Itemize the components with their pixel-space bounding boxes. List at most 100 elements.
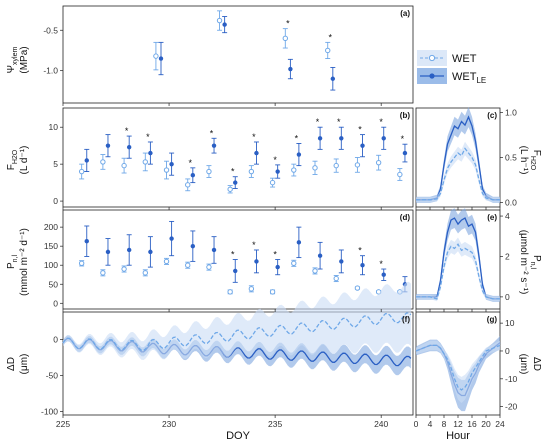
wet-point	[312, 165, 318, 171]
wet-le-point	[211, 247, 217, 253]
significance-star: *	[252, 240, 256, 250]
y-tick-label: -100	[41, 406, 58, 416]
significance-star: *	[189, 158, 193, 168]
wet-le-point	[317, 253, 323, 258]
wet-le-point	[84, 239, 89, 244]
wet-point	[248, 286, 255, 292]
y-tick-label: -20	[505, 402, 518, 412]
wet-point	[78, 260, 85, 267]
wet-le-point	[222, 22, 227, 27]
legend: WET WETLE	[417, 50, 486, 85]
y-tick-label: 200	[44, 222, 58, 232]
wet-le-point	[381, 136, 386, 141]
wet-le-point	[339, 259, 344, 264]
panel-label: (f)	[402, 315, 410, 324]
legend-label-wet: WET	[452, 53, 477, 65]
wet-le-band	[416, 106, 500, 203]
wet-point	[185, 182, 191, 188]
wet-point	[78, 168, 85, 175]
wet-le-point	[148, 249, 153, 255]
wet-le-point	[211, 143, 217, 148]
wet-le-point	[360, 263, 365, 268]
wet-point	[206, 264, 212, 270]
wet-line	[62, 312, 412, 352]
wet-point	[397, 171, 403, 178]
y-label-g: ΔD (μm)	[518, 354, 542, 375]
wet-le-point	[126, 247, 132, 253]
y-label-a: Ψxylem (MPa)	[6, 46, 30, 73]
y-tick-label: 1.0	[505, 108, 517, 118]
panel-frame	[62, 209, 414, 310]
y-tick-label: 4	[505, 211, 510, 221]
significance-star: *	[358, 125, 362, 135]
wet-le-point	[296, 152, 302, 157]
wet-point	[375, 159, 382, 166]
wet-point	[282, 35, 289, 42]
panel-label: (c)	[487, 111, 497, 120]
y-tick-label: 10	[49, 122, 59, 132]
svg-text:(μm): (μm)	[518, 354, 529, 375]
y-tick-label: 50	[49, 279, 59, 289]
wet-le-point	[360, 143, 365, 148]
wet-le-point	[288, 66, 293, 72]
x-tick-label: 12	[453, 419, 463, 429]
wet-point	[142, 159, 149, 165]
significance-star: *	[295, 133, 299, 143]
wet-point	[142, 270, 149, 276]
wet-point	[216, 17, 223, 24]
wet-le-point	[381, 272, 386, 277]
y-tick-label: 5	[53, 159, 58, 169]
significance-star: *	[358, 246, 362, 256]
x-axis-title-hour: Hour	[446, 430, 470, 442]
panel-frame	[62, 5, 414, 104]
svg-text:(L h⁻¹): (L h⁻¹)	[518, 146, 529, 175]
significance-star: *	[316, 117, 320, 127]
panel-label: (d)	[400, 213, 411, 222]
significance-star: *	[252, 132, 256, 142]
wet-band	[416, 141, 500, 203]
wet-point	[269, 179, 276, 186]
wet-point	[325, 47, 331, 54]
wet-point	[163, 258, 170, 265]
x-tick-label: 24	[495, 419, 505, 429]
significance-star: *	[210, 128, 214, 138]
significance-star: *	[231, 250, 235, 260]
x-tick-label: 235	[268, 419, 282, 429]
wet-point	[291, 167, 297, 173]
svg-text:(L d⁻¹): (L d⁻¹)	[19, 146, 30, 175]
significance-star: *	[337, 117, 341, 127]
wet-le-point	[402, 150, 408, 156]
wet-point	[248, 168, 255, 175]
y-tick-label: 0	[53, 196, 58, 206]
y-label-c: FH2O (L h⁻¹)	[518, 146, 542, 175]
wet-le-point	[190, 173, 196, 178]
svg-text:(mmol m⁻² d⁻¹): (mmol m⁻² d⁻¹)	[19, 228, 30, 296]
x-tick-label: 8	[442, 419, 447, 429]
significance-star: *	[379, 117, 383, 127]
wet-le-point	[148, 150, 153, 156]
y-tick-label: 0	[505, 292, 510, 302]
svg-text:ΔD: ΔD	[6, 357, 17, 371]
wet-point	[121, 266, 127, 272]
x-axis-title-doy: DOY	[226, 430, 251, 442]
svg-text:FH2O: FH2O	[529, 150, 542, 171]
significance-star: *	[329, 32, 333, 42]
y-tick-label: -0.5	[43, 25, 58, 35]
wet-le-point	[190, 243, 196, 249]
wet-point	[227, 186, 233, 192]
y-label-f: ΔD (μm)	[6, 354, 30, 375]
svg-text:Pn,l: Pn,l	[6, 255, 19, 270]
y-label-e: Pn,l (μmol m⁻² s⁻¹)	[518, 230, 542, 295]
svg-text:(μmol m⁻² s⁻¹): (μmol m⁻² s⁻¹)	[518, 230, 529, 295]
wet-le-point	[126, 144, 132, 150]
svg-text:Pn,l: Pn,l	[529, 255, 542, 270]
wet-le-point	[84, 158, 89, 163]
significance-star: *	[401, 134, 405, 144]
x-tick-label: 0	[414, 419, 419, 429]
wet-le-point	[330, 76, 336, 81]
legend-label-wet-le: WETLE	[452, 71, 486, 85]
y-tick-label: 0.5	[505, 153, 517, 163]
wet-line	[416, 147, 500, 201]
wet-point	[333, 275, 339, 282]
